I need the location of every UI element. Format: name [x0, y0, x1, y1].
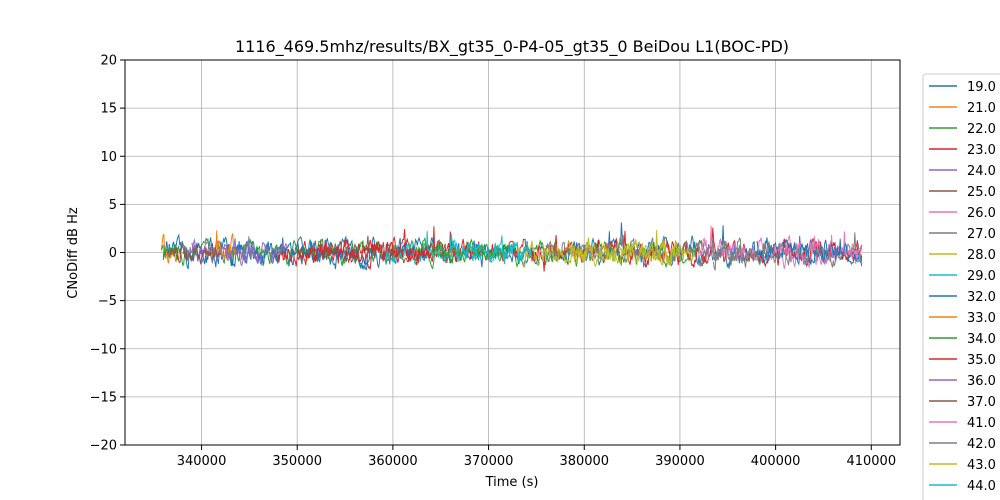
y-tick-label: 0 — [109, 246, 117, 261]
legend-label: 24.0 — [967, 164, 996, 179]
legend-label: 29.0 — [967, 269, 996, 284]
series-line-41-0 — [775, 231, 863, 268]
y-tick-label: 10 — [100, 150, 117, 165]
series-line-37-0 — [167, 242, 221, 264]
series-lines — [160, 222, 863, 272]
legend-box — [922, 73, 1000, 500]
legend-label: 41.0 — [967, 416, 996, 431]
x-tick-label: 410000 — [846, 454, 896, 469]
x-tick-label: 380000 — [559, 454, 609, 469]
x-axis-label: Time (s) — [485, 475, 539, 490]
series-line-44-0 — [449, 239, 533, 263]
legend-label: 19.0 — [967, 80, 996, 95]
y-tick-label: 5 — [109, 198, 117, 213]
x-tick-label: 400000 — [751, 454, 801, 469]
y-tick-label: 15 — [100, 102, 117, 117]
y-axis-label: CNoDiff dB Hz — [66, 207, 81, 299]
y-tick-label: −10 — [90, 342, 117, 357]
legend-label: 44.0 — [967, 479, 996, 494]
y-tick-label: −15 — [90, 390, 117, 405]
series-line-45-0 — [756, 238, 863, 266]
legend-label: 22.0 — [967, 122, 996, 137]
series-line-24-0 — [182, 238, 269, 267]
chart-title: 1116_469.5mhz/results/BX_gt35_0-P4-05_gt… — [235, 37, 789, 57]
x-tick-label: 370000 — [464, 454, 514, 469]
series-line-35-0 — [296, 228, 432, 266]
legend-label: 28.0 — [967, 248, 996, 263]
y-tick-label: −20 — [90, 439, 117, 454]
series-line-34-0 — [421, 238, 508, 265]
x-tick-label: 340000 — [177, 454, 227, 469]
legend-label: 37.0 — [967, 395, 996, 410]
legend-label: 34.0 — [967, 332, 996, 347]
legend-label: 36.0 — [967, 374, 996, 389]
legend: 19.0 21.0 22.0 23.0 24.0 25.0 26.0 27.0 28.0 29.0… — [922, 73, 1000, 500]
x-tick-label: 390000 — [655, 454, 705, 469]
legend-label: 32.0 — [967, 290, 996, 305]
series-line-43-0 — [564, 230, 681, 268]
legend-label: 33.0 — [967, 311, 996, 326]
x-tick-label: 360000 — [368, 454, 418, 469]
legend-label: 26.0 — [967, 206, 996, 221]
axis-ticks: 340000 350000 360000 370000 380000 390000 4000… — [90, 54, 897, 470]
series-line-42-0 — [712, 237, 743, 271]
legend-label: 25.0 — [967, 185, 996, 200]
legend-label: 35.0 — [967, 353, 996, 368]
legend-label: 43.0 — [967, 458, 996, 473]
x-tick-label: 350000 — [272, 454, 322, 469]
series-line-36-0 — [191, 236, 289, 265]
y-tick-label: −5 — [98, 294, 117, 309]
legend-label: 42.0 — [967, 437, 996, 452]
legend-label: 23.0 — [967, 143, 996, 158]
legend-label: 27.0 — [967, 227, 996, 242]
y-tick-label: 20 — [100, 54, 117, 69]
legend-label: 21.0 — [967, 101, 996, 116]
